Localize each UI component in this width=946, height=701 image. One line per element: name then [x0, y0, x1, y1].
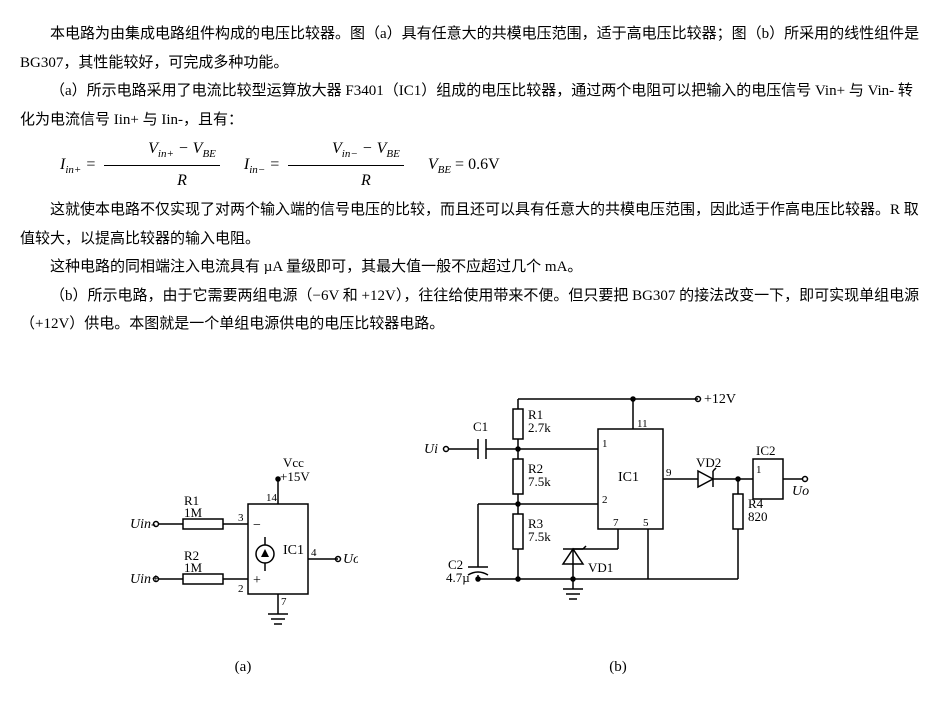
- pin-4: 4: [311, 547, 317, 559]
- paragraph-4: 这就使本电路不仅实现了对两个输入端的信号电压的比较，而且还可以具有任意大的共模电…: [20, 196, 926, 253]
- caption-b: (b): [418, 653, 818, 682]
- pin-14: 14: [266, 492, 278, 504]
- paragraph-6: （b）所示电路，由于它需要两组电源（−6V 和 +12V），往往给使用带来不便。…: [20, 282, 926, 339]
- label-r4v: 820: [748, 509, 768, 524]
- label-r3v: 7.5k: [528, 529, 551, 544]
- label-r1bv: 2.7k: [528, 420, 551, 435]
- pin-3: 3: [238, 512, 244, 524]
- label-r1v: 1M: [184, 505, 203, 520]
- label-uin-plus: Uin+: [130, 572, 160, 587]
- formula-line: Iin+ = Vin+ − VBE R Iin− = Vin− − VBE R …: [20, 134, 926, 196]
- label-ic1b: IC1: [618, 470, 639, 485]
- figures-row: IC1 14 Vcc +15V 7 3 − 2: [20, 369, 926, 682]
- plus-sign: +: [253, 573, 261, 588]
- vbe: VBE = 0.6V: [428, 156, 500, 173]
- label-r2v: 1M: [184, 560, 203, 575]
- pin-2: 2: [238, 583, 244, 595]
- eq1-lhs: Iin+: [60, 156, 81, 173]
- pin-9: 9: [666, 467, 672, 479]
- paragraph-2: （a）所示电路采用了电流比较型运算放大器 F3401（IC1）组成的电压比较器，…: [20, 77, 926, 134]
- pin-2b: 2: [602, 494, 608, 506]
- label-uin-minus: Uin-: [130, 517, 156, 532]
- label-uo: Uo: [343, 552, 358, 567]
- label-ic1: IC1: [283, 543, 304, 558]
- minus-sign: −: [253, 518, 261, 533]
- ic2-pin-1: 1: [756, 464, 762, 476]
- pin-7: 7: [281, 596, 287, 608]
- caption-a: (a): [128, 653, 358, 682]
- label-r2bv: 7.5k: [528, 474, 551, 489]
- pin-7b: 7: [613, 517, 619, 529]
- circuit-b-svg: +12V R1 2.7k C1 Ui: [418, 369, 818, 649]
- label-vd2: VD2: [696, 455, 721, 470]
- label-ui: Ui: [424, 442, 438, 457]
- pin-1: 1: [602, 438, 608, 450]
- eq2-frac: Vin− − VBE R: [288, 134, 404, 196]
- paragraph-5: 这种电路的同相端注入电流具有 µA 量级即可，其最大值一般不应超过几个 mA。: [20, 253, 926, 282]
- pin-5: 5: [643, 517, 649, 529]
- figure-b: +12V R1 2.7k C1 Ui: [418, 369, 818, 682]
- label-12v: +12V: [704, 392, 736, 407]
- label-c2v: 4.7µ: [446, 570, 470, 585]
- eq1-frac: Vin+ − VBE R: [104, 134, 220, 196]
- circuit-a-svg: IC1 14 Vcc +15V 7 3 − 2: [128, 449, 358, 649]
- label-ic2: IC2: [756, 443, 776, 458]
- label-vd1: VD1: [588, 560, 613, 575]
- paragraph-1: 本电路为由集成电路组件构成的电压比较器。图（a）具有任意大的共模电压范围，适于高…: [20, 20, 926, 77]
- label-c1: C1: [473, 419, 488, 434]
- label-vcc: Vcc: [283, 455, 304, 470]
- label-vcc-v: +15V: [280, 469, 310, 484]
- label-uo-b: Uo: [792, 484, 809, 499]
- eq2-lhs: Iin−: [244, 156, 265, 173]
- figure-a: IC1 14 Vcc +15V 7 3 − 2: [128, 449, 358, 682]
- pin-11: 11: [637, 418, 648, 430]
